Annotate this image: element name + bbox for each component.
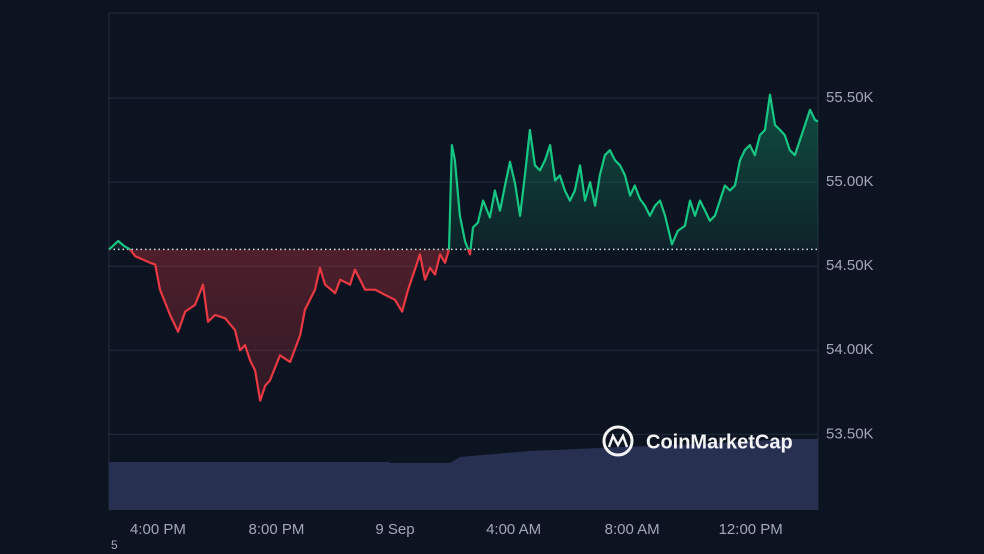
y-tick-label: 54.50K	[826, 257, 874, 274]
footnote: 5	[111, 538, 118, 552]
x-tick-label: 4:00 PM	[130, 521, 186, 538]
x-tick-label: 12:00 PM	[719, 521, 783, 538]
price-line	[108, 93, 819, 402]
watermark-logo-mark	[607, 432, 629, 448]
watermark-text: CoinMarketCap	[646, 431, 793, 453]
watermark: CoinMarketCap	[602, 425, 793, 457]
y-tick-label: 53.50K	[826, 425, 874, 442]
x-tick-label: 9 Sep	[375, 521, 414, 538]
x-tick-label: 8:00 AM	[605, 521, 660, 538]
y-tick-label: 55.50K	[826, 89, 874, 106]
x-tick-label: 4:00 AM	[486, 521, 541, 538]
grid: 53.50K 54.00K 54.50K 55.00K 55.50K 4:00 PM 8:0…	[109, 89, 874, 538]
plot	[108, 93, 819, 402]
x-tick-label: 8:00 PM	[249, 521, 305, 538]
y-tick-label: 55.00K	[826, 173, 874, 190]
volume-area	[109, 439, 818, 510]
watermark-logo	[602, 425, 634, 457]
price-area	[109, 94, 818, 401]
y-tick-label: 54.00K	[826, 341, 874, 358]
